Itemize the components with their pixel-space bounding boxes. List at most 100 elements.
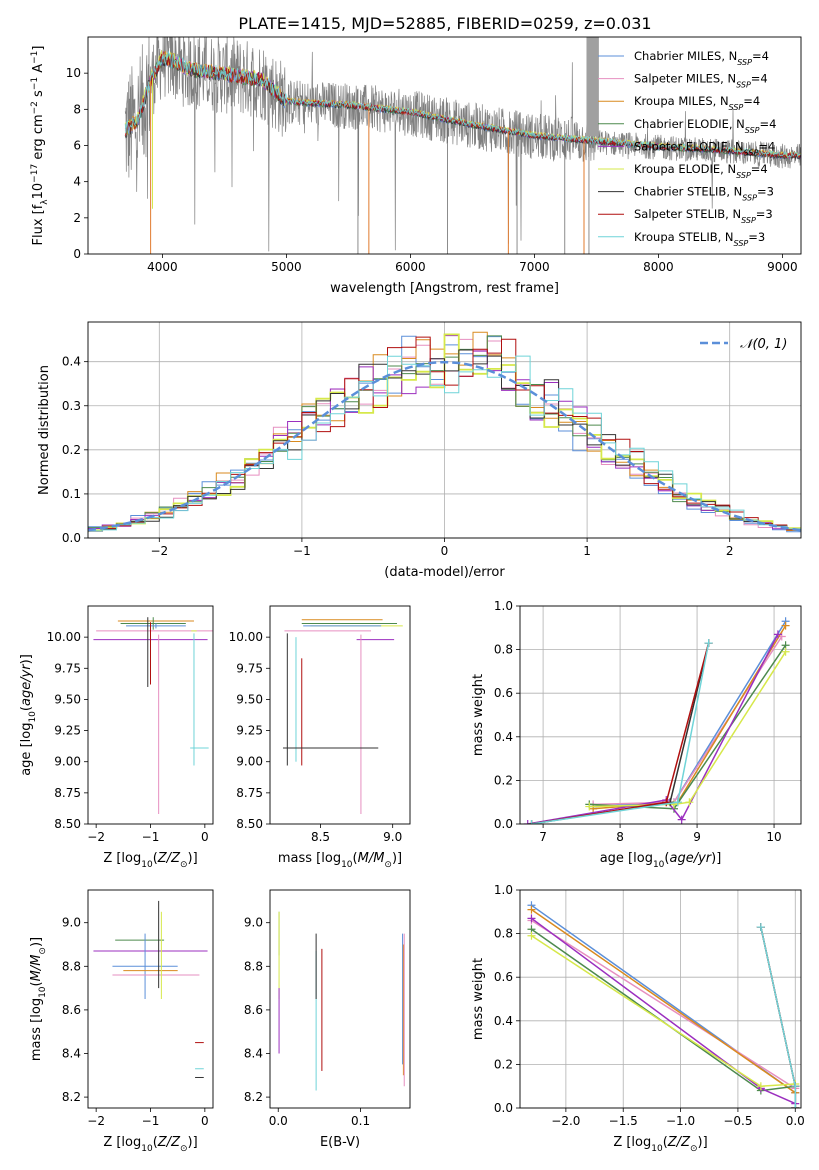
- weight-marker: [523, 820, 532, 824]
- weight-vs-z-axes: −2.0 −1.5 −1.0 −0.5 0.0 0.0 0.2 0.4 0.6 0.8 1.0 mas…: [471, 883, 805, 1154]
- x-tick-label: −2.0: [551, 1114, 580, 1128]
- y-tick-label: 0.4: [494, 730, 513, 744]
- legend-label: Salpeter MILES, NSSP=4: [634, 72, 768, 90]
- legend-label: Kroupa STELIB, NSSP=3: [634, 230, 765, 248]
- x-tick-label: −2: [87, 830, 105, 844]
- weight-marker: [527, 820, 536, 824]
- y-tick-label: 10: [66, 66, 81, 80]
- y-tick-label: 0.1: [62, 487, 81, 501]
- y-tick-label: 9.25: [236, 724, 263, 738]
- legend: 𝒩(0, 1): [700, 337, 787, 352]
- spectrum-axes: 4000 5000 6000 7000 8000 9000 0 2 4 6 8 10 wavelengt…: [30, 36, 802, 296]
- data-spectrum-group: [124, 37, 801, 254]
- x-axis-label: Z [log10(Z/Z⊙)]: [103, 851, 197, 870]
- x-tick-label: 0: [201, 830, 209, 844]
- y-tick-label: 8.2: [244, 1090, 263, 1104]
- weight-marker: [756, 923, 765, 932]
- weight-marker: [662, 798, 671, 807]
- weight-marker: [673, 798, 682, 807]
- residuals-axes: −2 −1 0 1 2 0.0 0.1 0.2 0.3 0.4 (data-model)/error…: [37, 321, 802, 580]
- y-tick-label: 0.3: [62, 399, 81, 413]
- y-tick-label: 0: [73, 247, 81, 261]
- y-axis-label: mass weight: [471, 674, 486, 756]
- x-tick-label: 0.1: [351, 1114, 370, 1128]
- x-tick-label: 0: [441, 544, 449, 558]
- x-tick-label: −0.5: [723, 1114, 752, 1128]
- y-axis-label: mass weight: [471, 958, 486, 1040]
- y-tick-label: 8.6: [62, 1003, 81, 1017]
- mass-vs-ebv-axes: 0.0 0.1 8.2 8.4 8.6 8.8 9.0 E(B-V): [244, 889, 411, 1150]
- legend-label: Chabrier STELIB, NSSP=3: [634, 185, 774, 203]
- y-tick-label: 6: [73, 139, 81, 153]
- y-tick-label: 9.75: [54, 661, 81, 675]
- y-tick-label: 8.75: [54, 786, 81, 800]
- y-tick-label: 0.2: [494, 773, 513, 787]
- weight-marker: [677, 815, 686, 824]
- x-tick-label: 7000: [519, 260, 550, 274]
- x-tick-label: 9000: [767, 260, 798, 274]
- x-tick-label: 8: [616, 830, 624, 844]
- y-axis-label: age [log10(age/yr)]: [19, 654, 38, 776]
- y-tick-label: 10.00: [229, 630, 263, 644]
- axes-frame: [87, 605, 214, 825]
- weight-marker: [791, 1082, 800, 1091]
- y-tick-label: 0.8: [494, 643, 513, 657]
- y-tick-label: 8.4: [244, 1047, 263, 1061]
- errorbar-group: [278, 911, 405, 1091]
- x-axis-label: E(B-V): [320, 1135, 360, 1150]
- x-tick-label: −2: [150, 544, 168, 558]
- x-tick-label: −1.0: [666, 1114, 695, 1128]
- y-tick-label: 0.8: [494, 927, 513, 941]
- y-tick-label: 9.50: [236, 692, 263, 706]
- x-tick-label: 8.5: [311, 830, 330, 844]
- line-group: [527, 901, 800, 1108]
- x-axis-label: mass [log10(M/M⊙)]: [278, 851, 402, 870]
- y-tick-label: 4: [73, 175, 81, 189]
- weight-marker: [756, 1082, 765, 1091]
- y-tick-label: 2: [73, 211, 81, 225]
- y-tick-label: 8.2: [62, 1090, 81, 1104]
- y-tick-label: 8.50: [54, 817, 81, 831]
- mass-vs-z-axes: −2 −1 0 8.2 8.4 8.6 8.8 9.0 Z [log10(Z/Z⊙)] mass …: [29, 889, 214, 1154]
- y-tick-label: 0.0: [494, 1101, 513, 1115]
- x-tick-label: −1: [142, 1114, 160, 1128]
- weight-marker: [791, 1104, 800, 1108]
- x-tick-label: −1: [142, 830, 160, 844]
- errorbar-group: [93, 617, 213, 815]
- y-tick-label: 9.0: [62, 916, 81, 930]
- weight-marker: [704, 639, 713, 648]
- legend-label: Chabrier MILES, NSSP=4: [634, 49, 769, 67]
- x-tick-label: 0.0: [786, 1114, 805, 1128]
- age-vs-z-axes: −2 −1 0 8.50 8.75 9.00 9.25 9.50 9.75 10.00 Z [log…: [19, 605, 214, 870]
- weight-line: [589, 651, 787, 808]
- weight-marker: [773, 630, 782, 639]
- axes-frame: [87, 321, 802, 539]
- histogram-series: [88, 355, 801, 534]
- x-tick-label: 7: [539, 830, 547, 844]
- x-tick-label: 8000: [643, 260, 674, 274]
- y-tick-label: 9.75: [236, 661, 263, 675]
- x-tick-label: 4000: [147, 260, 178, 274]
- errorbar-point: [126, 623, 186, 629]
- age-vs-mass-axes: 8.5 9.0 8.50 8.75 9.00 9.25 9.50 9.75 10.00 mass …: [229, 605, 411, 870]
- axes-frame: [519, 889, 802, 1109]
- y-tick-label: 0.2: [494, 1057, 513, 1071]
- figure-title: PLATE=1415, MJD=52885, FIBERID=0259, z=0…: [238, 14, 651, 33]
- y-tick-label: 9.0: [244, 916, 263, 930]
- histogram-group: [88, 331, 801, 534]
- y-tick-label: 0.6: [494, 970, 513, 984]
- legend: Chabrier MILES, NSSP=4 Salpeter MILES, NS…: [598, 49, 776, 247]
- y-tick-label: 1.0: [494, 599, 513, 613]
- y-axis-label: mass [log10(M/M⊙)]: [29, 937, 48, 1061]
- x-axis-label: Z [log10(Z/Z⊙)]: [103, 1135, 197, 1154]
- y-tick-label: 8.8: [62, 959, 81, 973]
- x-tick-label: −1: [293, 544, 311, 558]
- x-axis-label: age [log10(age/yr)]: [600, 851, 722, 870]
- x-axis-label: (data-model)/error: [384, 565, 505, 580]
- y-tick-label: 9.50: [54, 692, 81, 706]
- data-spectrum: [124, 37, 801, 252]
- weight-vs-age-axes: 7 8 9 10 0.0 0.2 0.4 0.6 0.8 1.0 mass weight age [l…: [471, 599, 802, 870]
- y-tick-label: 0.0: [494, 817, 513, 831]
- errorbar-point: [120, 617, 186, 630]
